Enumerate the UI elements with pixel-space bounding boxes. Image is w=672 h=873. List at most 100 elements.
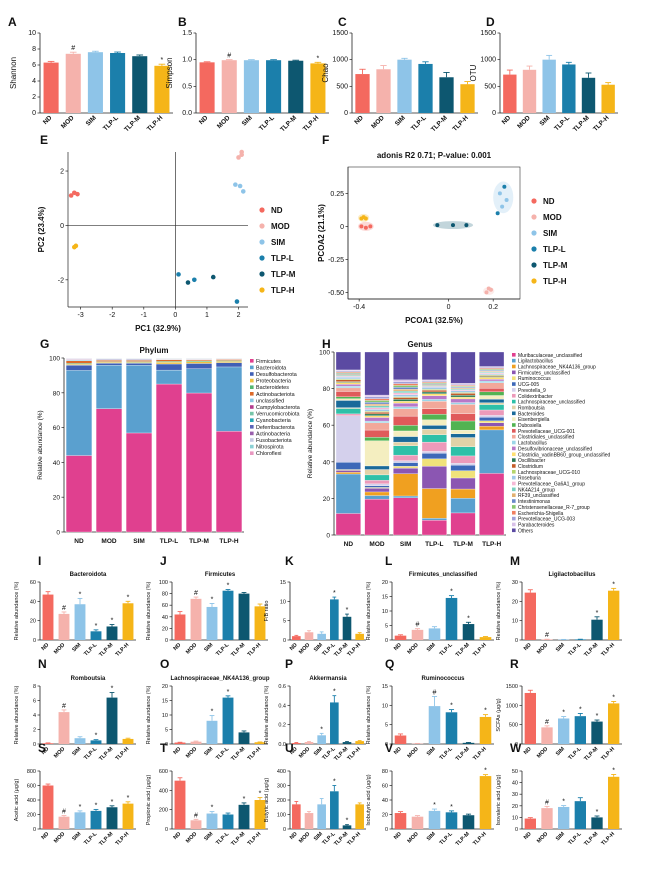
- y-axis-label: Isovaleric acid (μg/g): [496, 774, 502, 825]
- segment-Desulfovibrionaceae_unclassified: [451, 399, 476, 403]
- significance-mark: *: [95, 802, 98, 809]
- y-tick-label: 0: [56, 530, 60, 537]
- legend-swatch: [512, 517, 516, 521]
- x-tick-label: SIM: [85, 114, 98, 127]
- significance-mark: *: [484, 768, 487, 775]
- y-tick-label: 80: [53, 390, 61, 397]
- y-tick-label: 80: [162, 592, 168, 598]
- segment-Clostridium: [451, 393, 476, 395]
- legend-label: TLP-H: [271, 286, 295, 295]
- x-tick-label: TLP-M: [430, 114, 449, 133]
- x-tick-label: ND: [173, 642, 183, 652]
- y-tick-label: 0: [32, 110, 36, 117]
- x-tick-label: TLP-L: [83, 642, 99, 658]
- x-tick-label: ND: [289, 831, 299, 841]
- bar-ND: [175, 614, 186, 640]
- legend-swatch: [512, 458, 516, 462]
- y-tick-label: 0: [492, 110, 496, 117]
- x-tick-label: TLP-H: [302, 114, 321, 133]
- bar-MOD: [376, 69, 390, 113]
- segment-Clostridiales_unclassified: [336, 388, 361, 392]
- x-tick-label: ND: [523, 746, 533, 756]
- x-tick-label: MOD: [407, 831, 420, 844]
- segment-Desulfobacterota: [126, 363, 152, 365]
- bar-TLP-M: [288, 61, 303, 113]
- segment-Actinobacteriota: [216, 359, 242, 360]
- bar-TLP-H: [355, 741, 364, 744]
- x-tick-label: MOD: [298, 746, 311, 759]
- x-tick-label: SIM: [241, 114, 254, 127]
- x-tick-label: MOD: [53, 642, 66, 655]
- x-tick-label: MOD: [185, 746, 198, 759]
- bar-SIM: [429, 811, 441, 829]
- y-tick-label: 400: [27, 798, 36, 804]
- y-tick-label: 100: [277, 813, 286, 819]
- segment-Lachnospiraceae_NK4A136_group: [336, 472, 361, 474]
- x-tick-label: TLP-H: [247, 746, 263, 762]
- segment-Lachnospiraceae_unclassified: [479, 405, 504, 410]
- bar-TLP-L: [562, 64, 575, 113]
- segment-Clostridiales_unclassified: [365, 423, 390, 430]
- x-tick-label: TLP-H: [346, 746, 362, 762]
- segment-Firmicutes: [66, 456, 92, 532]
- y-axis-label: Relative abundance (%): [496, 581, 502, 640]
- bar-ND: [200, 62, 215, 113]
- segment-Prevotella_9: [422, 451, 447, 453]
- y-tick-label: 600: [159, 769, 168, 775]
- legend-swatch: [250, 379, 254, 383]
- x-tick-label: TLP-H: [472, 746, 488, 762]
- y-axis-label: Propionic acid (μg/g): [146, 775, 152, 826]
- panel-label-D: D: [486, 15, 495, 29]
- segment-Prevotellaceae_UCG-001: [365, 430, 390, 437]
- x-tick-label: ND: [173, 746, 183, 756]
- segment-Colidextribacter: [422, 442, 447, 451]
- legend-swatch: [512, 499, 516, 503]
- segment-Eisenbergiella: [422, 420, 447, 426]
- legend-label: MOD: [543, 213, 562, 222]
- y-tick-label: 200: [27, 813, 36, 819]
- y-tick-label: 2: [33, 728, 36, 734]
- segment-Clostridiales_unclassified: [479, 383, 504, 388]
- significance-mark: #: [62, 703, 66, 710]
- x-tick-label: TLP-H: [472, 831, 488, 847]
- y-tick-label: 400: [277, 769, 286, 775]
- x-tick-label: ND: [523, 831, 533, 841]
- x-tick-label: SIM: [203, 831, 214, 842]
- legend-swatch: [512, 371, 516, 375]
- legend-swatch: [512, 435, 516, 439]
- segment-Clostridiales_unclassified: [393, 409, 418, 416]
- legend-swatch: [512, 441, 516, 445]
- segment-Colidextribacter: [336, 414, 361, 416]
- segment-Firmicutes_unclassified: [451, 478, 476, 489]
- x-tick-label: TLP-H: [346, 642, 362, 658]
- significance-mark: #: [194, 812, 198, 819]
- bar-TLP-L: [91, 740, 102, 744]
- chart-title: Ruminococcus: [421, 676, 465, 682]
- y-tick-label: 60: [53, 425, 61, 432]
- y-tick-label: 0: [283, 827, 286, 833]
- segment-Romboutsia: [393, 442, 418, 446]
- x-tick-label: TLP-L: [567, 642, 583, 658]
- x-tick-label: TLP-L: [425, 541, 443, 548]
- legend-label: Others: [518, 528, 534, 534]
- y-tick-label: 100: [49, 356, 60, 363]
- x-tick-label: ND: [393, 642, 403, 652]
- legend-label: MOD: [271, 222, 290, 231]
- legend-swatch: [512, 447, 516, 451]
- bar-MOD: [222, 60, 237, 113]
- segment-Romboutsia: [479, 403, 504, 405]
- y-tick-label: 5: [385, 624, 388, 630]
- segment-Clostridium: [422, 390, 447, 392]
- y-tick-label: 20: [323, 496, 331, 503]
- point-TLP-M: [451, 223, 455, 227]
- x-tick-label: MOD: [298, 642, 311, 655]
- chart-title: Akkermansia: [309, 676, 347, 682]
- segment-Prevotella_9: [336, 416, 361, 463]
- segment-Firmicutes_unclassified: [336, 470, 361, 472]
- segment-Dubosiella: [422, 414, 447, 420]
- segment-Dubosiella: [479, 392, 504, 396]
- y-tick-label: 2: [32, 94, 36, 101]
